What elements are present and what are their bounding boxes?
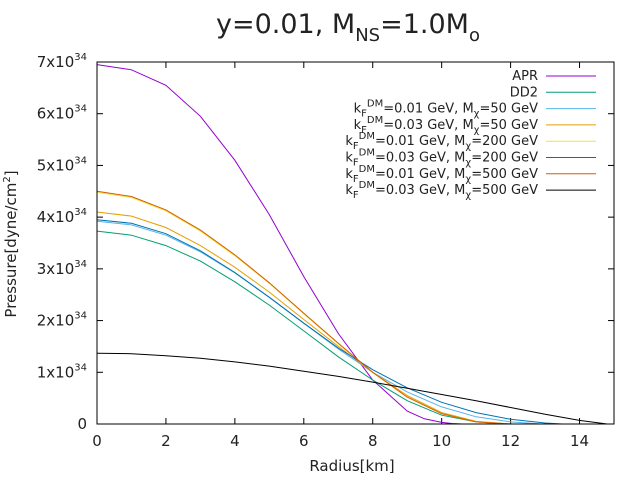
x-tick-label: 10	[432, 432, 451, 450]
series-line-7	[96, 190, 511, 425]
plot-frame	[96, 61, 615, 425]
y-tick-label: 5x1034	[37, 155, 87, 174]
legend-label-2: DD2	[510, 85, 538, 100]
x-tick-label: 0	[92, 432, 102, 450]
legend-label-1: APR	[512, 69, 538, 84]
y-tick-label: 1x1034	[37, 362, 87, 381]
x-axis-label: Radius[km]	[309, 457, 394, 475]
chart-title: y=0.01, MNS=1.0Mo	[216, 9, 480, 46]
x-tick-label: 6	[299, 432, 309, 450]
y-tick-label: 3x1034	[37, 259, 87, 278]
legend-label-6: kFDM=0.03 GeV, Mχ=200 GeV	[345, 148, 538, 169]
legend-label-3: kFDM=0.01 GeV, Mχ=50 GeV	[354, 99, 538, 120]
series-line-6	[96, 219, 563, 425]
x-tick-label: 8	[368, 432, 378, 450]
series-line-8	[96, 352, 608, 425]
legend-label-7: kFDM=0.01 GeV, Mχ=500 GeV	[345, 164, 538, 185]
y-axis-label: Pressure[dyne/cm2]	[2, 170, 20, 317]
y-tick-label: 2x1034	[37, 311, 87, 330]
y-tick-label: 6x1034	[37, 104, 87, 123]
series-line-2	[96, 230, 504, 425]
y-tick-label: 0	[77, 415, 87, 433]
x-tick-label: 2	[161, 432, 171, 450]
legend-label-5: kFDM=0.01 GeV, Mχ=200 GeV	[345, 131, 538, 152]
y-tick-label: 7x1034	[37, 52, 87, 71]
data-series	[96, 64, 608, 425]
x-tick-label: 14	[570, 432, 589, 450]
series-line-4	[96, 211, 511, 425]
series-line-5	[96, 191, 511, 425]
x-tick-label: 4	[230, 432, 240, 450]
legend-label-4: kFDM=0.03 GeV, Mχ=50 GeV	[354, 115, 538, 136]
y-tick-label: 4x1034	[37, 207, 87, 226]
legend-label-8: kFDM=0.03 GeV, Mχ=500 GeV	[345, 180, 538, 201]
series-line-3	[96, 220, 542, 425]
x-tick-label: 12	[501, 432, 520, 450]
series-line-1	[96, 64, 463, 425]
